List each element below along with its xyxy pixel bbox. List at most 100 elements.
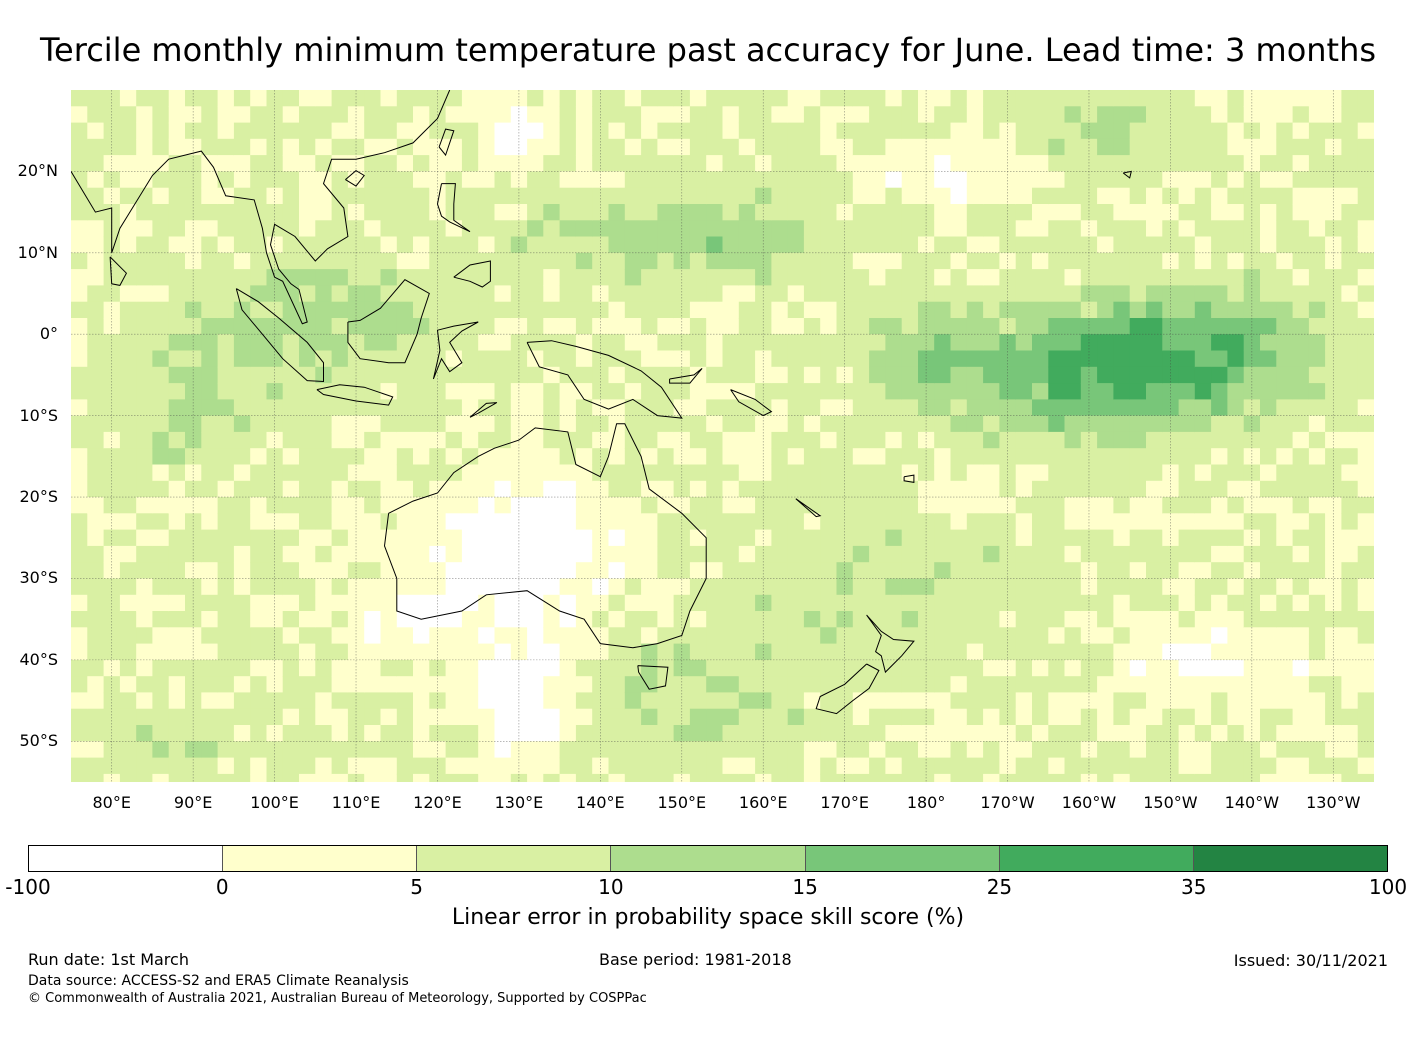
skill-cell bbox=[706, 366, 724, 384]
skill-cell bbox=[722, 529, 740, 547]
skill-cell bbox=[1325, 464, 1342, 482]
skill-cell bbox=[478, 366, 496, 384]
skill-cell bbox=[217, 431, 235, 449]
skill-cell bbox=[1032, 383, 1049, 400]
skill-cell bbox=[999, 366, 1017, 384]
skill-cell bbox=[510, 594, 528, 612]
skill-cell bbox=[738, 318, 756, 335]
skill-cell bbox=[1227, 627, 1245, 645]
skill-cell bbox=[755, 220, 772, 238]
skill-cell bbox=[168, 529, 186, 547]
skill-cell bbox=[657, 350, 675, 368]
skill-cell bbox=[250, 366, 268, 384]
skill-cell bbox=[494, 171, 512, 189]
skill-cell bbox=[1048, 708, 1066, 726]
skill-cell bbox=[201, 383, 219, 400]
skill-cell bbox=[885, 155, 903, 172]
skill-cell bbox=[1015, 383, 1033, 400]
skill-cell bbox=[201, 415, 219, 433]
skill-cell bbox=[1227, 529, 1245, 547]
skill-cell bbox=[1211, 236, 1228, 254]
skill-cell bbox=[852, 773, 870, 782]
skill-cell bbox=[738, 448, 756, 466]
skill-cell bbox=[983, 318, 1000, 335]
skill-cell bbox=[185, 513, 202, 531]
skill-cell bbox=[738, 545, 756, 563]
skill-cell bbox=[1064, 318, 1082, 335]
skill-cell bbox=[315, 562, 333, 580]
skill-cell bbox=[1227, 692, 1245, 710]
skill-cell bbox=[152, 757, 170, 775]
skill-cell bbox=[331, 366, 349, 384]
run-date: Run date: 1st March bbox=[28, 950, 189, 969]
skill-cell bbox=[1194, 236, 1212, 254]
skill-cell bbox=[364, 431, 382, 449]
skill-cell bbox=[722, 431, 740, 449]
skill-cell bbox=[217, 269, 235, 286]
skill-cell bbox=[266, 676, 284, 694]
skill-cell bbox=[1276, 106, 1294, 124]
skill-cell bbox=[738, 187, 756, 205]
skill-cell bbox=[380, 578, 398, 596]
skill-cell bbox=[706, 122, 724, 140]
skill-cell bbox=[918, 757, 935, 775]
skill-cell bbox=[1292, 431, 1310, 449]
skill-cell bbox=[559, 285, 577, 303]
skill-cell bbox=[299, 155, 316, 172]
skill-cell bbox=[575, 269, 593, 286]
skill-cell bbox=[1276, 497, 1294, 514]
skill-cell bbox=[1276, 627, 1294, 645]
skill-cell bbox=[641, 578, 658, 596]
skill-cell bbox=[217, 741, 235, 759]
skill-cell bbox=[1032, 285, 1049, 303]
lon-label: 180° bbox=[906, 793, 946, 812]
skill-cell bbox=[820, 350, 838, 368]
skill-cell bbox=[1243, 611, 1261, 628]
skill-cell bbox=[706, 545, 724, 563]
skill-cell bbox=[1080, 513, 1098, 531]
skill-cell bbox=[1162, 448, 1180, 466]
skill-cell bbox=[1260, 448, 1277, 466]
skill-cell bbox=[1064, 659, 1082, 677]
skill-cell bbox=[1064, 725, 1082, 742]
skill-cell bbox=[641, 138, 658, 156]
skill-cell bbox=[347, 676, 365, 694]
skill-cell bbox=[217, 578, 235, 596]
skill-cell bbox=[527, 334, 544, 352]
skill-cell bbox=[608, 480, 626, 498]
skill-cell bbox=[266, 708, 284, 726]
skill-cell bbox=[1260, 415, 1277, 433]
skill-cell bbox=[217, 155, 235, 172]
skill-cell bbox=[1097, 725, 1114, 742]
skill-cell bbox=[510, 155, 528, 172]
skill-cell bbox=[282, 741, 300, 759]
skill-cell bbox=[201, 155, 219, 172]
skill-cell bbox=[1113, 301, 1131, 319]
skill-cell bbox=[1032, 350, 1049, 368]
skill-cell bbox=[641, 415, 658, 433]
skill-cell bbox=[852, 399, 870, 417]
skill-cell bbox=[559, 578, 577, 596]
skill-cell bbox=[461, 725, 479, 742]
skill-cell bbox=[1064, 122, 1082, 140]
skill-cell bbox=[722, 676, 740, 694]
skill-cell bbox=[722, 269, 740, 286]
skill-cell bbox=[771, 204, 789, 221]
skill-cell bbox=[527, 187, 544, 205]
skill-cell bbox=[575, 757, 593, 775]
skill-cell bbox=[918, 431, 935, 449]
skill-cell bbox=[1260, 155, 1277, 172]
skill-cell bbox=[641, 252, 658, 270]
skill-cell bbox=[1357, 464, 1374, 482]
skill-cell bbox=[494, 155, 512, 172]
skill-cell bbox=[901, 90, 919, 107]
skill-cell bbox=[983, 171, 1000, 189]
lon-label: 110°E bbox=[331, 793, 381, 812]
skill-cell bbox=[624, 171, 642, 189]
skill-cell bbox=[983, 480, 1000, 498]
skill-cell bbox=[575, 643, 593, 661]
skill-cell bbox=[1064, 627, 1082, 645]
skill-cell bbox=[934, 448, 952, 466]
skill-cell bbox=[771, 155, 789, 172]
skill-cell bbox=[152, 627, 170, 645]
